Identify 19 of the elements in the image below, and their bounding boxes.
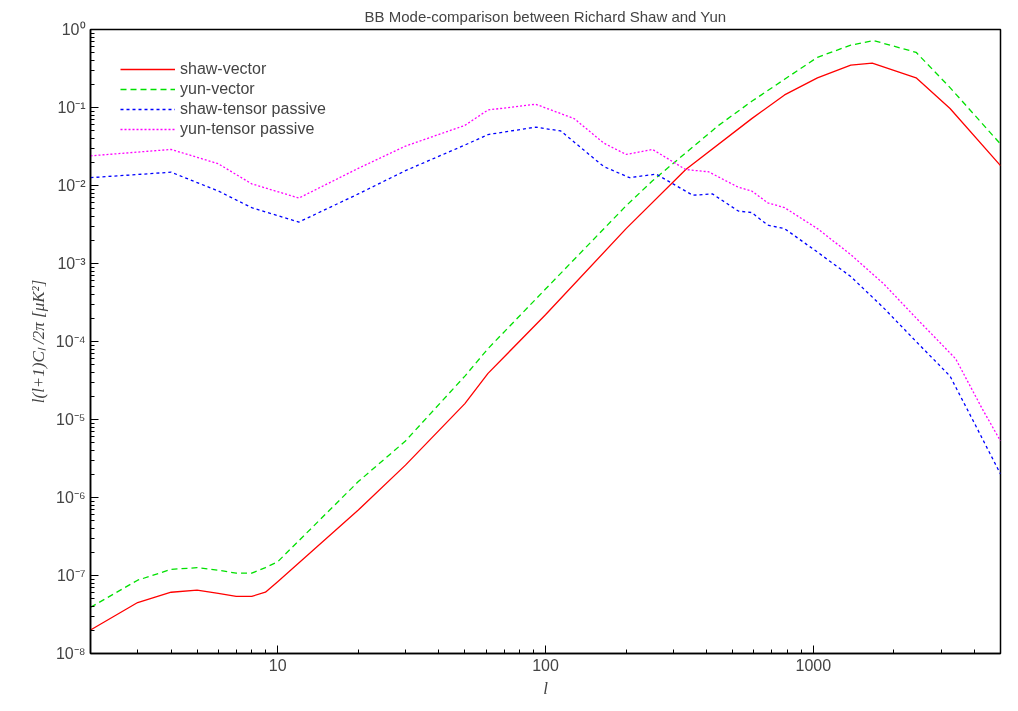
y-tick-label: 10⁻⁴ <box>55 333 86 350</box>
y-tick-label: 10⁻⁸ <box>55 645 86 662</box>
legend-label: shaw-vector <box>180 60 267 78</box>
x-axis-title: l <box>543 678 549 698</box>
legend-label: shaw-tensor passive <box>180 100 326 118</box>
y-tick-label: 10⁻⁵ <box>56 411 86 428</box>
y-tick-label: 10⁻⁷ <box>56 567 86 584</box>
y-tick-label: 10⁻² <box>57 177 87 194</box>
y-tick-label: 10⁻⁶ <box>56 489 86 506</box>
x-tick-label: 10 <box>268 656 287 674</box>
y-tick-label: 10⁻¹ <box>57 99 86 116</box>
x-tick-label: 100 <box>532 656 559 674</box>
chart-title: BB Mode-comparison between Richard Shaw and Yun <box>364 7 727 25</box>
y-tick-label: 10⁻³ <box>57 255 87 272</box>
y-axis-title: l(l+1)Cₗ /2π [μK²] <box>28 279 48 404</box>
y-tick-label: 10⁰ <box>61 21 86 38</box>
legend-label: yun-vector <box>180 80 255 98</box>
legend-label: yun-tensor passive <box>180 120 315 138</box>
x-tick-label: 1000 <box>795 656 832 674</box>
